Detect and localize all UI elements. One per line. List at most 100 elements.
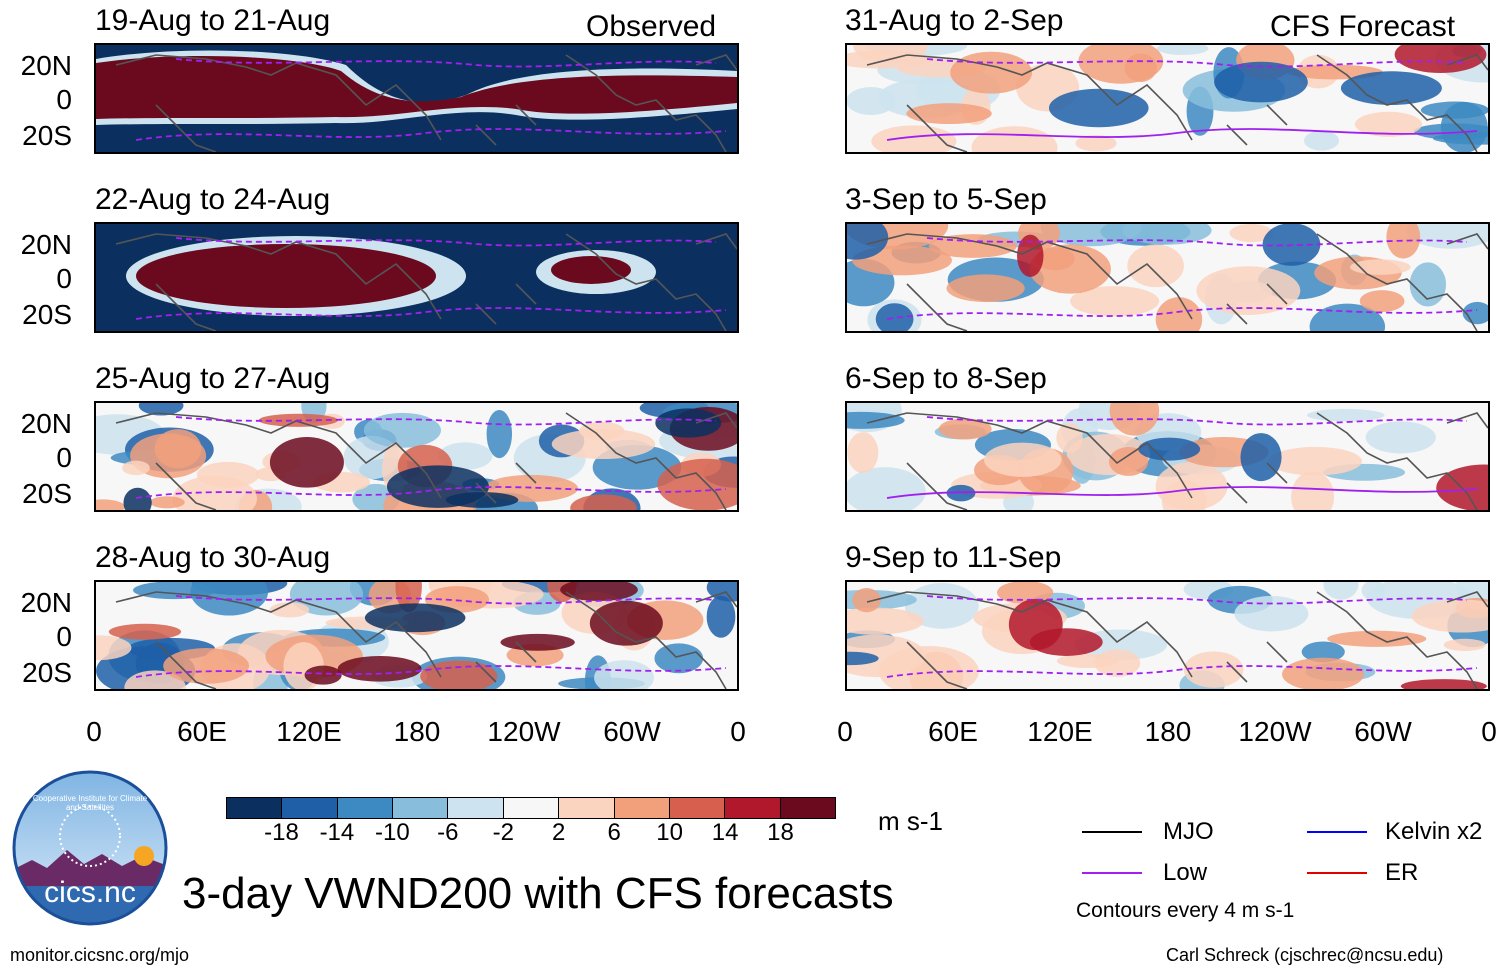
positive-anomaly [1386,224,1421,259]
negative-anomaly [594,660,654,689]
positive-anomaly [1161,480,1207,510]
negative-anomaly [1307,408,1385,422]
color-bar [226,797,836,819]
color-bar-tick-label: -14 [319,819,355,846]
lon-label-60w: 60W [1354,716,1412,747]
negative-anomaly [706,595,736,638]
positive-anomaly [1196,266,1301,316]
positive-anomaly [1075,134,1117,152]
positive-anomaly [847,432,879,474]
lon-label-180: 180 [393,716,441,747]
positive-anomaly [1127,244,1184,288]
lat-label-20s: 20S [22,299,72,330]
lon-label-120w: 120W [487,716,561,747]
legend-line-low [1082,872,1142,874]
low-contour [135,665,727,678]
positive-anomaly [1108,446,1149,476]
map-panel-obs-2 [94,222,739,333]
logo-text: cics.nc [44,876,136,909]
negative-anomaly [1432,132,1488,145]
legend-label-low: Low [1163,859,1208,886]
negative-anomaly [1157,45,1209,56]
positive-anomaly [1354,111,1423,137]
lat-label-eq: 0 [56,621,72,652]
color-bar-swatch [502,798,559,818]
positive-anomaly [1183,651,1244,688]
positive-anomaly [150,496,185,509]
legend-label-kelvin: Kelvin x2 [1385,818,1483,845]
low-contour [926,237,1468,247]
negative-anomaly [1406,224,1488,249]
negative-anomaly [138,403,184,416]
color-bar-swatch [779,798,835,818]
positive-anomaly [1268,446,1363,476]
strong-anomaly [123,487,152,510]
lon-label-0-end: 0 [730,716,746,747]
lon-label-60e: 60E [928,716,978,747]
negative-anomaly [847,87,896,116]
low-contour [135,307,727,320]
positive-anomaly [1291,471,1335,510]
negative-anomaly [904,583,979,629]
lat-label-20s: 20S [22,657,72,688]
lon-label-60e: 60E [177,716,227,747]
color-bar-tick-label: 6 [607,819,621,846]
contour-note: Contours every 4 m s-1 [1076,899,1295,922]
panel-title-obs-3: 25-Aug to 27-Aug [95,362,331,395]
legend-label-er: ER [1385,859,1419,886]
positive-anomaly [852,588,881,613]
color-bar-tick-label: -6 [437,819,459,846]
legend-line-mjo [1082,831,1142,833]
positive-region [96,56,737,119]
legend-label-mjo: MJO [1163,818,1214,845]
positive-anomaly [1229,224,1273,243]
positive-anomaly [1443,638,1486,652]
positive-region [551,256,631,284]
map-panel-fc-2 [845,222,1490,333]
color-bar-swatch [392,798,448,818]
positive-anomaly [950,51,1033,94]
lat-label-20n: 20N [20,50,72,81]
lat-label-20n: 20N [20,229,72,260]
low-contour [135,128,727,141]
low-contour [926,416,1468,426]
positive-anomaly [657,458,737,510]
strong-anomaly [364,603,466,633]
strong-anomaly [269,437,344,488]
map-panel-obs-3 [94,401,739,512]
strong-anomaly [1048,88,1149,128]
strong-anomaly [847,224,889,260]
low-contour [886,307,1478,320]
positive-anomaly [163,647,250,684]
forecast-header: CFS Forecast [1270,10,1456,43]
legend-line-kelvin [1307,831,1367,833]
negative-anomaly [1409,262,1447,307]
strong-anomaly [589,600,663,646]
positive-anomaly [1056,653,1120,669]
strong-anomaly [655,408,722,438]
low-contour [926,595,1468,605]
strong-anomaly [875,303,914,331]
panel-title-fc-2: 3-Sep to 5-Sep [845,183,1047,216]
panel-title-obs-1: 19-Aug to 21-Aug [95,4,331,37]
lon-label-120e: 120E [276,716,342,747]
positive-anomaly [1155,297,1203,331]
strong-anomaly [847,651,879,666]
panel-title-fc-3: 6-Sep to 8-Sep [845,362,1047,395]
positive-anomaly [853,45,928,64]
lon-label-180: 180 [1144,716,1192,747]
lon-label-0-end: 0 [1481,716,1497,747]
color-bar-tick-label: 2 [552,819,566,846]
positive-anomaly [871,125,957,152]
positive-anomaly [1109,403,1160,436]
positive-region [136,244,436,308]
positive-anomaly [928,234,1017,258]
strong-anomaly [560,582,638,601]
negative-anomaly [1323,582,1359,600]
positive-anomaly [420,660,498,689]
panel-title-obs-2: 22-Aug to 24-Aug [95,183,331,216]
low-contour [886,486,1478,499]
lat-label-eq: 0 [56,84,72,115]
color-bar-tick-label: -18 [264,819,299,846]
strong-anomaly [1240,433,1282,482]
